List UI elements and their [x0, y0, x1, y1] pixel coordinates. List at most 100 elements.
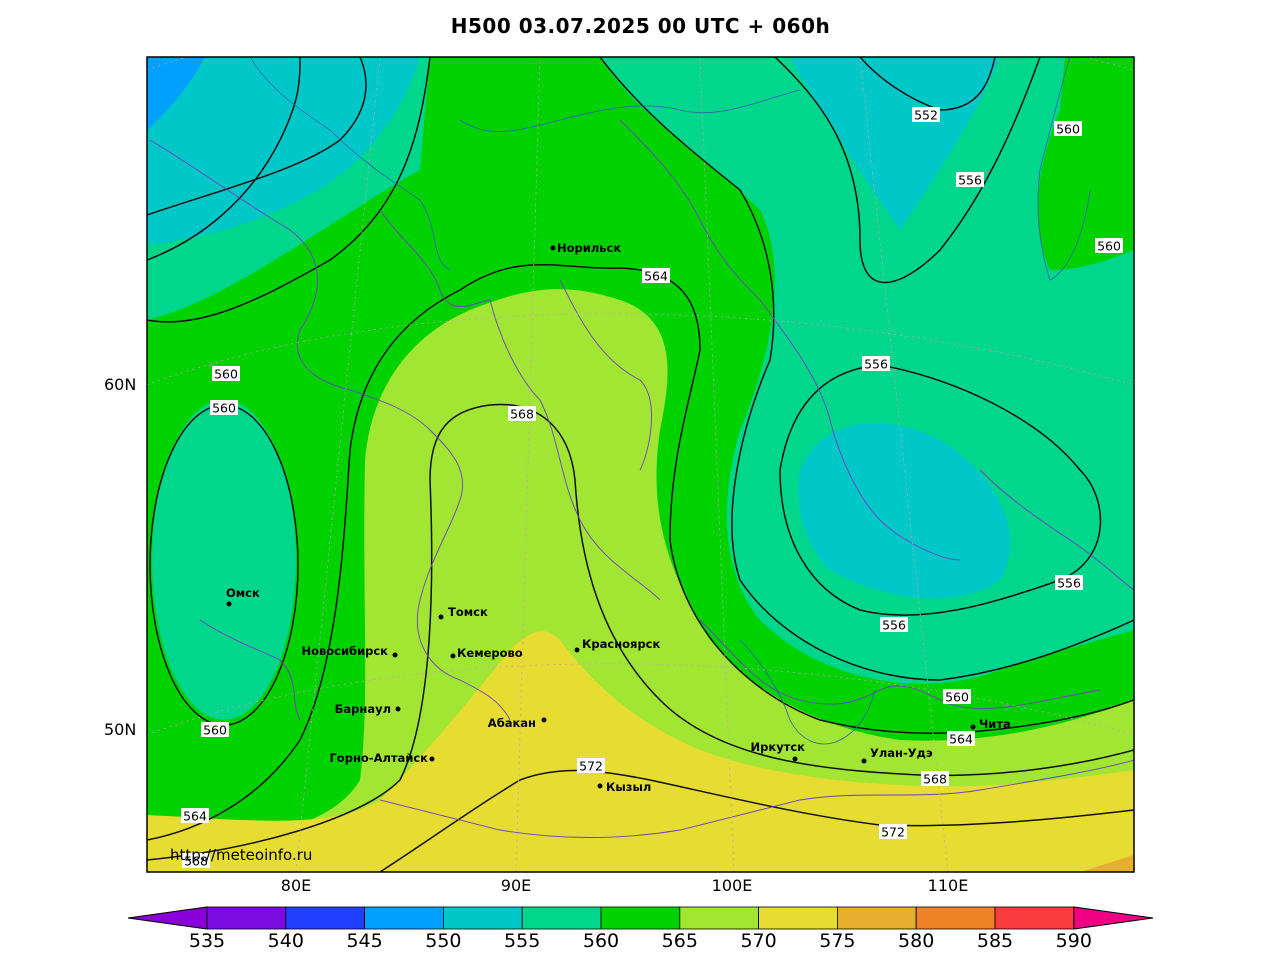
colorbar-tick-label: 570 [740, 930, 777, 952]
lat-label-50n: 50N [104, 720, 137, 739]
contour-label-bg [212, 366, 240, 381]
contour-label: 560 [212, 401, 236, 416]
grid-lon-110 [859, 57, 949, 872]
grid-lon-100 [699, 57, 735, 872]
border-i [379, 209, 491, 307]
contour-label-bg [210, 400, 238, 415]
contour-label: 572 [881, 825, 905, 840]
contour-label: 556 [1057, 576, 1081, 591]
contour-label-bg [956, 172, 984, 187]
colorbar-swatch [600, 906, 681, 930]
fill-east-low [798, 423, 1011, 599]
colorbar-tick-label: 550 [425, 930, 462, 952]
city-label: Барнаул [335, 702, 391, 716]
colorbar-swatch [915, 906, 996, 930]
border-g [199, 619, 301, 721]
coast-north [249, 57, 451, 271]
contour-label-bg [880, 617, 908, 632]
colorbar-swatch [758, 906, 838, 930]
contour-label: 568 [923, 772, 947, 787]
colorbar [127, 906, 1154, 930]
city-label: Томск [448, 605, 488, 619]
city-label: Горно-Алтайск [329, 751, 428, 765]
contour-label-bg [577, 758, 605, 773]
city-dot [438, 614, 444, 620]
fill-550-555-ne [790, 57, 1000, 230]
contour-label-bg [1055, 575, 1083, 590]
city-dot [574, 647, 580, 653]
contour-label: 560 [945, 690, 969, 705]
contour-label: 568 [510, 407, 534, 422]
city-dot [395, 706, 401, 712]
contour-label: 568 [184, 854, 208, 869]
city-label: Чита [979, 717, 1011, 731]
colorbar-tick-label: 580 [898, 930, 935, 952]
coastlines [249, 57, 1091, 745]
contour-568-main [147, 403, 1134, 861]
border-d [699, 619, 1101, 710]
colorbar-tick-label: 555 [504, 930, 541, 952]
contour-556-nw [147, 57, 367, 216]
lon-label-100e: 100E [711, 876, 753, 895]
grid-lon-80 [295, 57, 381, 872]
contour-label-bg [921, 771, 949, 786]
fill-545-550-corner [147, 57, 205, 130]
contour-label: 564 [949, 732, 973, 747]
contour-560-central [599, 57, 1134, 681]
contour-label: 560 [1056, 122, 1080, 137]
contour-label-bg [181, 808, 209, 823]
fill-omsk-low [152, 400, 296, 720]
city-dot [450, 653, 456, 659]
fill-565-570-ridge [147, 289, 1134, 872]
coast-sakhalin [1037, 57, 1091, 281]
contour-560-nw [147, 57, 301, 261]
colorbar-tick-label: 565 [661, 930, 698, 952]
border-b [489, 299, 661, 601]
contour-556-ne [774, 57, 1041, 284]
city-label: Улан-Удэ [870, 746, 933, 760]
city-label: Норильск [557, 241, 621, 255]
colorbar-tick-label: 560 [582, 930, 620, 952]
contour-560-w [147, 57, 431, 323]
colorbar-swatch [285, 906, 365, 930]
contour-label-bg [947, 731, 975, 746]
city-label: Кызыл [606, 780, 651, 794]
city-markers: Норильск Омск Томск Новосибирск Кемерово Крас… [226, 241, 1011, 794]
contour-label-bg [943, 689, 971, 704]
contour-label: 552 [914, 108, 938, 123]
colorbar-swatch [994, 906, 1075, 930]
city-dot [550, 245, 556, 251]
city-dot [541, 717, 547, 723]
colorbar-tick-label: 540 [267, 930, 304, 952]
contour-label: 560 [1097, 239, 1121, 254]
city-dot [792, 756, 798, 762]
city-dot [429, 756, 435, 762]
map-title: H500 03.07.2025 00 UTC + 060h [450, 14, 831, 38]
border-e [759, 299, 961, 561]
city-dot [861, 758, 867, 764]
colorbar-arrow-high [1073, 906, 1154, 930]
city-label: Иркутск [751, 740, 806, 754]
colorbar-tick-label: 535 [188, 930, 226, 952]
fill-560-565-ne [1037, 57, 1134, 270]
colorbar-tick-label: 575 [819, 930, 856, 952]
border-c [559, 279, 652, 471]
contour-label: 572 [579, 759, 603, 774]
contour-label-bg [862, 356, 890, 371]
contour-label-bg [1095, 238, 1123, 253]
city-label: Кемерово [457, 646, 523, 660]
contour-572-south [379, 769, 1134, 872]
colorbar-swatch [521, 906, 602, 930]
contour-label-bg [912, 107, 940, 122]
borders [149, 119, 1134, 838]
colorbar-swatch [679, 906, 759, 930]
contour-label-bg [182, 853, 210, 868]
contour-label: 564 [644, 269, 668, 284]
colorbar-swatch [837, 906, 917, 930]
contour-label-bg [508, 406, 536, 421]
grid-lat-60 [147, 313, 1134, 386]
fill-550-555-west [147, 57, 420, 245]
colorbar-swatch [206, 906, 287, 930]
city-dot [226, 601, 232, 607]
